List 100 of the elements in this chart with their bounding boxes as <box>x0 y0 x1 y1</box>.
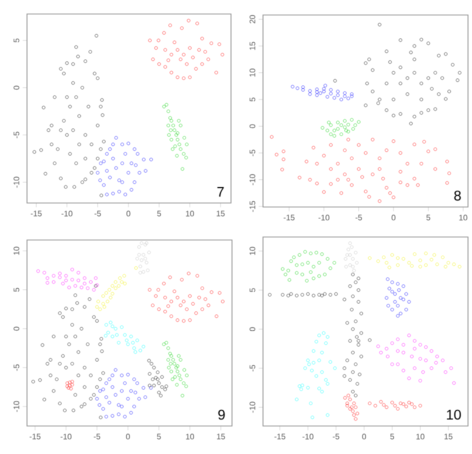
point <box>129 411 133 414</box>
point <box>191 56 195 60</box>
point <box>437 92 440 96</box>
point <box>52 334 56 338</box>
point <box>180 167 184 171</box>
point <box>98 389 102 393</box>
point <box>104 396 108 399</box>
point <box>323 272 326 276</box>
point <box>340 98 343 102</box>
point <box>64 334 68 338</box>
point <box>418 343 422 346</box>
point <box>82 282 86 286</box>
point <box>410 264 414 268</box>
point <box>166 124 170 128</box>
point <box>66 386 70 390</box>
point <box>435 262 439 266</box>
point <box>96 171 100 174</box>
point <box>314 250 318 254</box>
point <box>182 319 186 323</box>
point <box>102 305 106 309</box>
point <box>114 280 118 284</box>
point <box>348 378 352 382</box>
point <box>99 416 102 420</box>
point <box>126 171 130 174</box>
point <box>38 378 42 382</box>
point <box>398 402 402 406</box>
point <box>355 261 358 264</box>
point <box>309 402 312 406</box>
point <box>351 370 355 374</box>
point <box>70 380 74 384</box>
point <box>343 94 346 98</box>
point <box>357 120 360 124</box>
point <box>102 388 105 392</box>
point <box>178 58 182 62</box>
point <box>298 384 302 388</box>
point <box>390 308 394 312</box>
point <box>200 62 204 66</box>
point <box>308 92 312 96</box>
point <box>70 323 74 326</box>
point <box>430 87 434 90</box>
point <box>89 280 92 284</box>
point <box>132 180 136 184</box>
point <box>336 90 340 94</box>
point <box>170 138 174 142</box>
point <box>348 253 352 257</box>
point <box>318 358 321 362</box>
point <box>86 342 90 346</box>
point <box>78 142 81 146</box>
point <box>108 378 112 381</box>
point <box>176 138 180 142</box>
point <box>95 385 99 389</box>
point <box>295 263 298 267</box>
point <box>150 362 154 366</box>
point <box>324 378 328 382</box>
point <box>434 361 438 364</box>
point <box>332 261 336 264</box>
point <box>170 70 174 74</box>
point <box>424 252 428 256</box>
point <box>200 308 204 311</box>
point <box>378 156 382 160</box>
point <box>326 413 330 417</box>
point <box>138 171 142 174</box>
point <box>320 294 324 298</box>
point <box>140 241 144 245</box>
point <box>402 350 406 354</box>
point <box>167 366 171 370</box>
point <box>120 142 124 146</box>
point <box>136 382 139 385</box>
point <box>168 116 172 120</box>
point <box>56 147 60 151</box>
point <box>298 253 302 257</box>
point <box>370 68 374 72</box>
point <box>184 156 188 160</box>
point <box>364 61 368 65</box>
point <box>164 341 168 344</box>
point <box>102 160 106 164</box>
point <box>356 288 360 292</box>
point <box>110 292 114 296</box>
point <box>61 315 65 319</box>
point <box>354 406 358 409</box>
point <box>92 288 96 292</box>
point <box>374 404 378 408</box>
point <box>390 400 394 404</box>
point <box>315 90 319 94</box>
point <box>356 412 360 416</box>
point <box>206 58 210 62</box>
point <box>426 76 430 80</box>
point <box>352 268 356 272</box>
point <box>114 286 118 290</box>
point <box>370 90 374 94</box>
point <box>164 65 167 69</box>
point <box>396 338 400 341</box>
point <box>434 107 437 111</box>
point <box>142 344 146 348</box>
point <box>110 414 114 418</box>
point <box>312 146 316 150</box>
point <box>312 294 316 298</box>
point <box>129 334 133 338</box>
point <box>130 188 134 192</box>
point <box>164 103 168 106</box>
